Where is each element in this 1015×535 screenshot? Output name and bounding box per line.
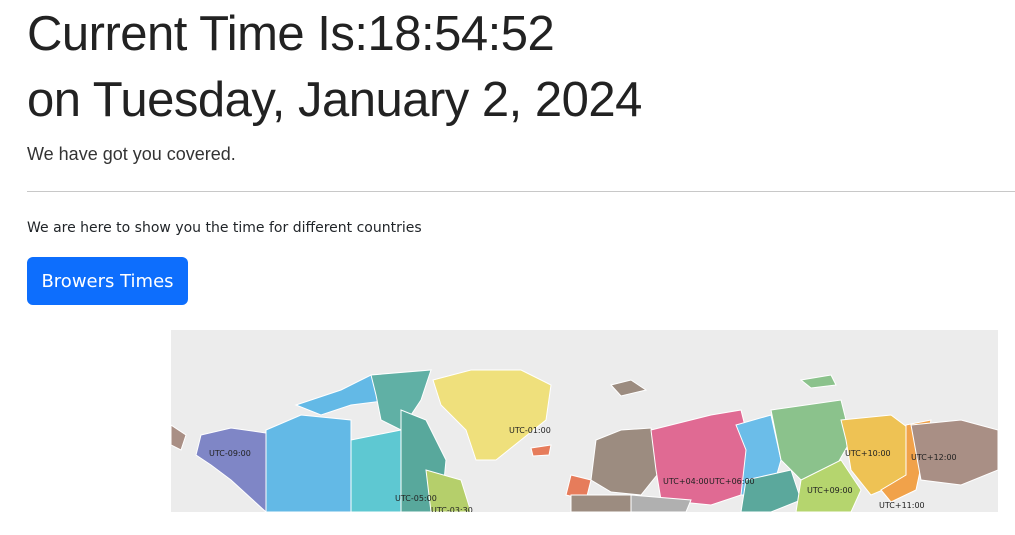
intro-text: We are here to show you the time for dif… [27, 220, 422, 236]
region [910, 419, 998, 486]
title: Current Time Is:18:54:52 [27, 7, 555, 61]
title-date: on Tuesday, January 2, 2024 [27, 73, 642, 127]
region [425, 469, 472, 512]
region [432, 369, 552, 461]
region [590, 427, 662, 496]
region [265, 414, 352, 512]
timezone-map: UTC-09:00 UTC-01:00 UTC-05:00 UTC-03:30 … [171, 330, 998, 512]
region [795, 459, 862, 512]
map-label: UTC-09:00 [209, 449, 251, 458]
map-label: UTC-03:30 [431, 506, 473, 512]
map-label: UTC+09:00 [807, 486, 853, 495]
map-label: UTC+12:00 [911, 453, 957, 462]
map-label: UTC-01:00 [509, 426, 551, 435]
region [630, 494, 692, 512]
divider [27, 191, 1015, 192]
region [171, 424, 187, 451]
map-label: UTC+11:00 [879, 501, 925, 510]
region [799, 374, 837, 389]
region [195, 427, 267, 512]
region [740, 469, 802, 512]
map-label: UTC+10:00 [845, 449, 891, 458]
map-regions [171, 369, 998, 512]
region [610, 379, 648, 397]
map-label: UTC-05:00 [395, 494, 437, 503]
browser-times-button[interactable]: Browers Times [27, 257, 188, 305]
map-label: UTC+06:00 [709, 477, 755, 486]
region [350, 429, 402, 512]
region [530, 444, 552, 457]
subtitle: We have got you covered. [27, 144, 236, 164]
map-label: UTC+04:00 [663, 477, 709, 486]
